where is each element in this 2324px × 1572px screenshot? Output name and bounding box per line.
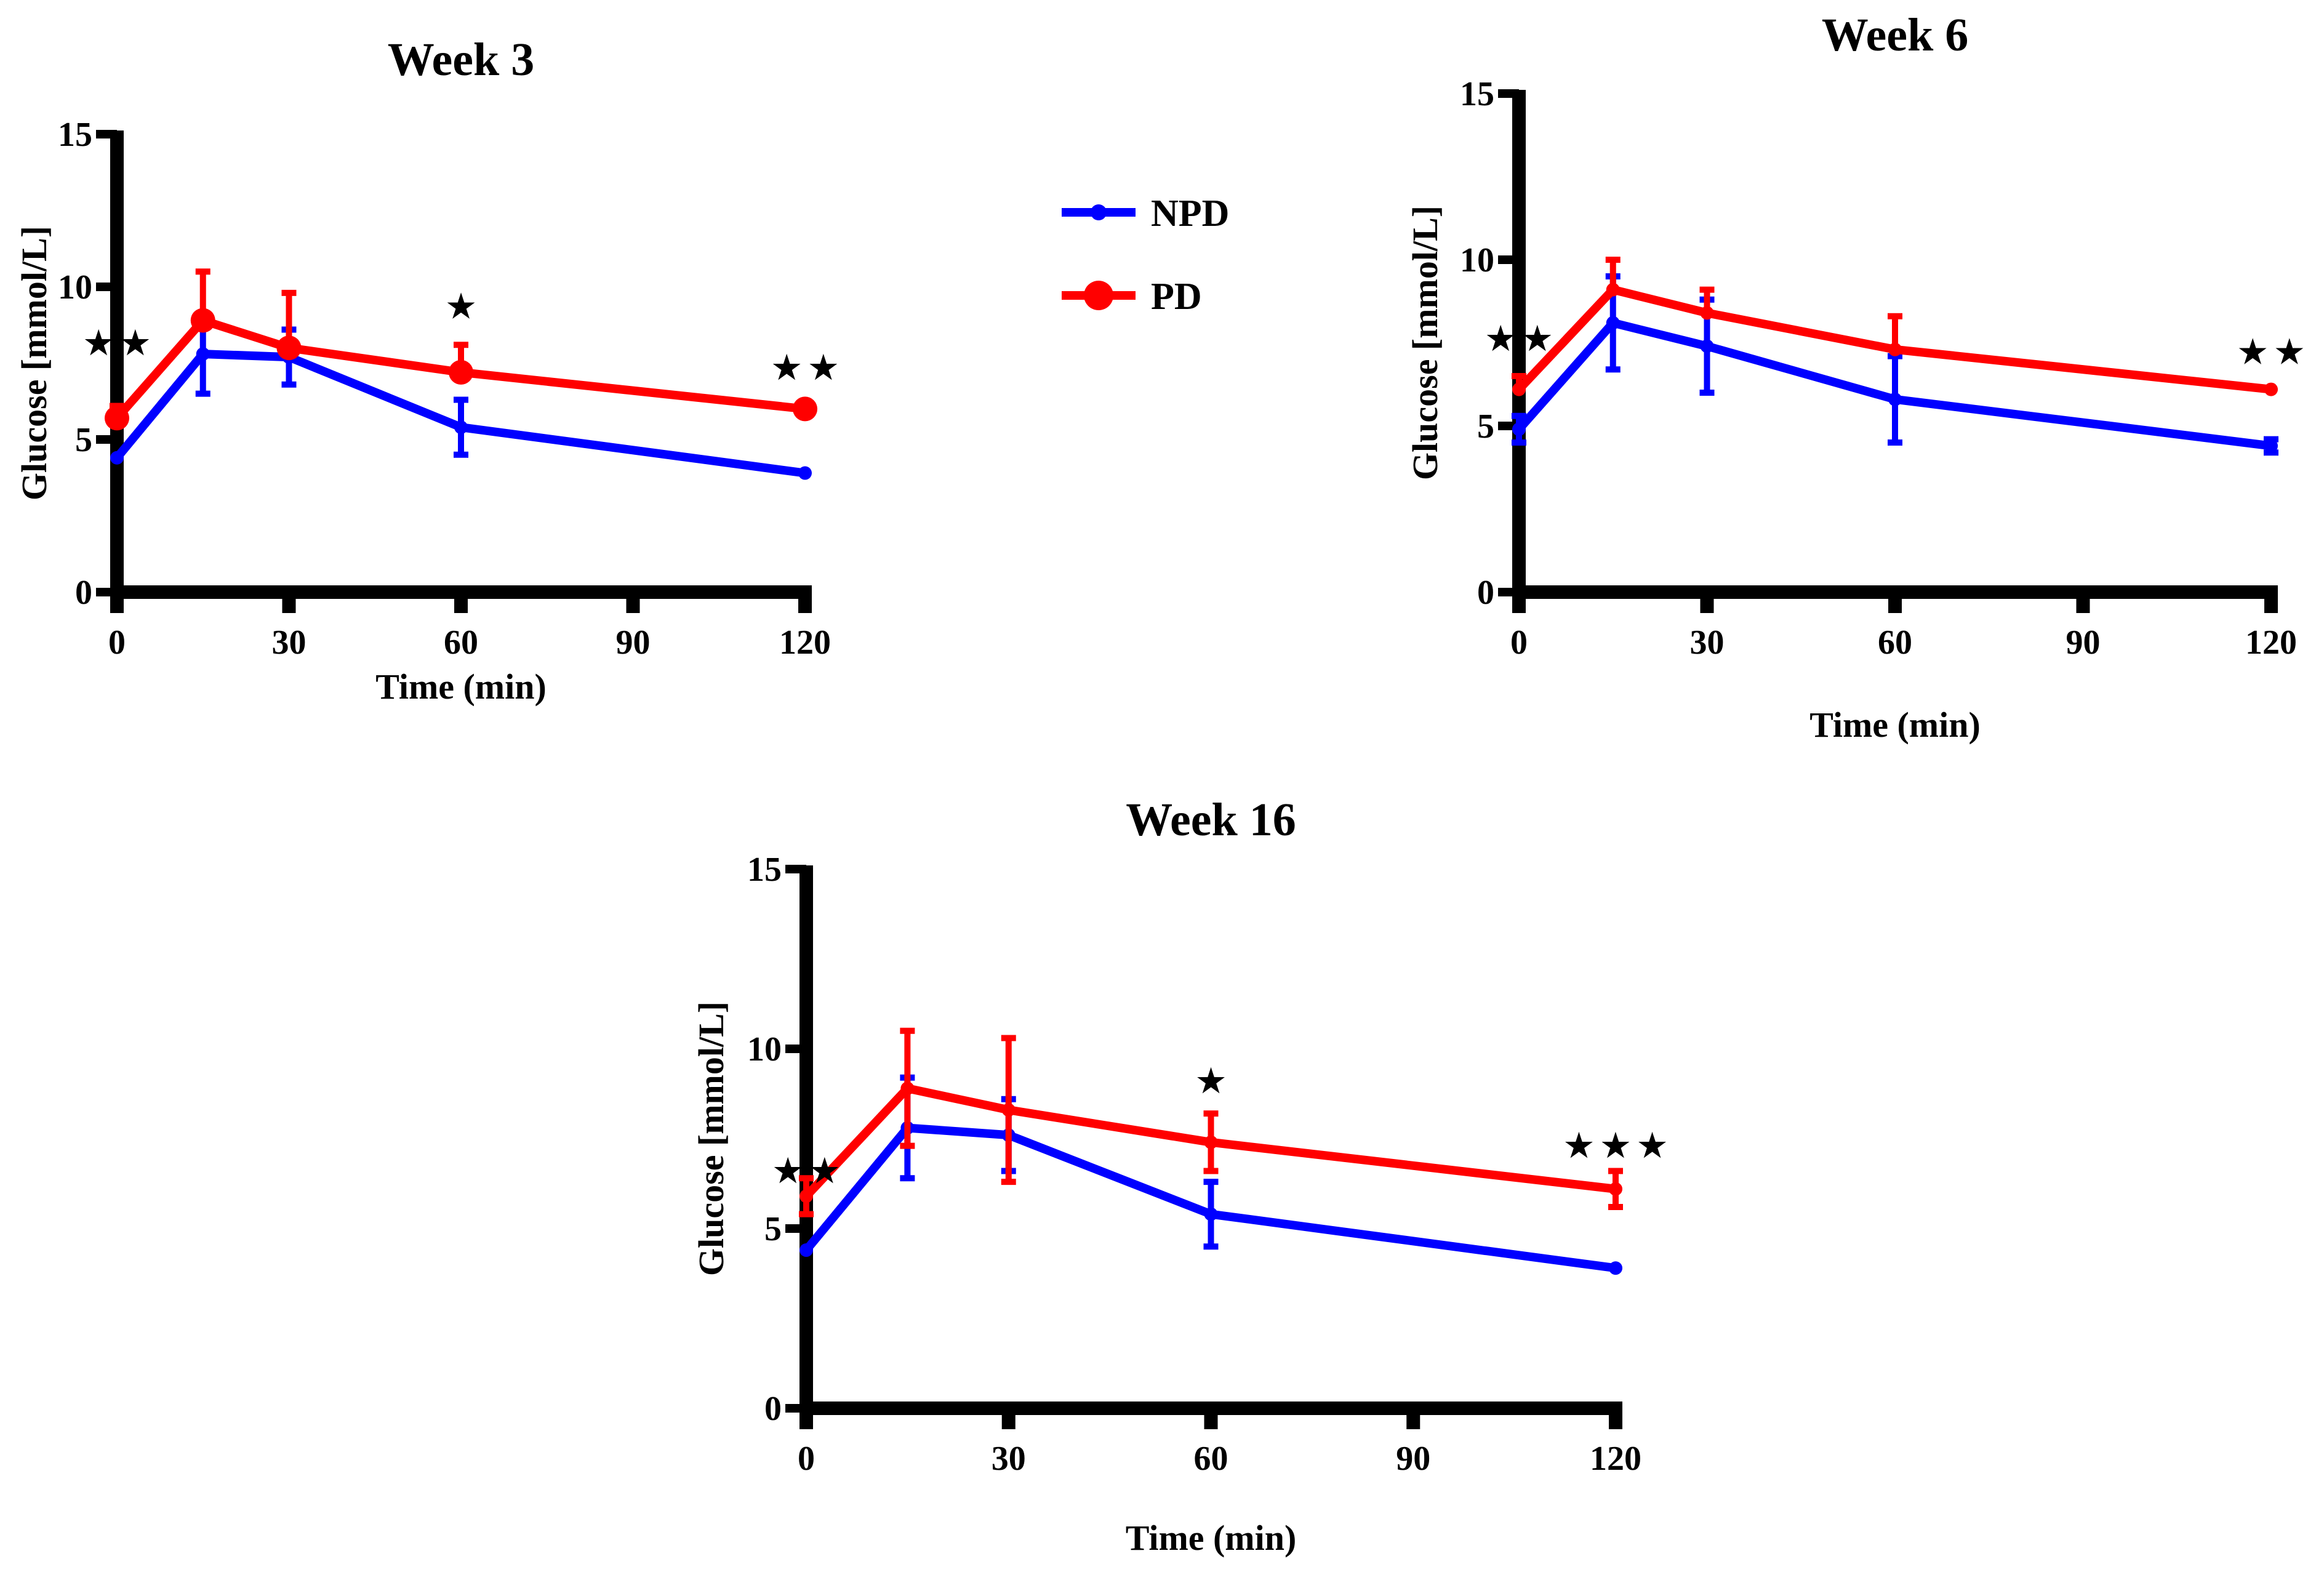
y-tick-label: 15 bbox=[1460, 75, 1494, 113]
x-tick-label: 60 bbox=[444, 624, 478, 662]
y-tick-label: 15 bbox=[58, 116, 92, 154]
data-point-pd bbox=[1204, 1135, 1218, 1149]
y-axis-label: Glucose [mmol/L] bbox=[691, 1001, 731, 1276]
significance-marker: ★ ★ bbox=[84, 326, 150, 361]
data-point-pd bbox=[1700, 306, 1714, 320]
data-point-npd bbox=[798, 466, 812, 480]
data-point-pd bbox=[190, 308, 215, 333]
y-tick-label: 0 bbox=[1477, 574, 1494, 612]
data-point-pd bbox=[2264, 382, 2278, 396]
data-point-pd bbox=[105, 406, 129, 431]
chart-title: Week 3 bbox=[388, 34, 535, 86]
y-tick-label: 10 bbox=[58, 268, 92, 307]
y-tick-label: 5 bbox=[764, 1210, 782, 1248]
significance-marker: ★ ★ bbox=[774, 1154, 839, 1189]
data-point-npd bbox=[1512, 422, 1526, 436]
chart-week-3: Week 3 0 5 10 15 0 30 60 90 120 Time (min) Glucose … bbox=[14, 34, 838, 707]
data-point-npd bbox=[799, 1243, 813, 1257]
x-tick-label: 0 bbox=[108, 624, 126, 662]
x-tick-label: 60 bbox=[1194, 1440, 1228, 1478]
x-tick-label: 30 bbox=[1690, 624, 1725, 662]
data-point-npd bbox=[1606, 316, 1620, 330]
x-axis-label: Time (min) bbox=[375, 667, 547, 707]
data-point-pd bbox=[793, 396, 817, 422]
x-axis-label: Time (min) bbox=[1126, 1518, 1297, 1558]
x-tick-label: 30 bbox=[272, 624, 307, 662]
legend-item-pd: PD bbox=[1062, 276, 1202, 318]
chart-week-16: Week 16 0 5 10 15 0 30 60 90 120 Time (min) Glucose… bbox=[691, 794, 1667, 1558]
legend-label-npd: NPD bbox=[1151, 193, 1229, 235]
x-tick-label: 90 bbox=[1396, 1440, 1430, 1478]
legend-marker-pd bbox=[1084, 281, 1113, 310]
legend-marker-npd bbox=[1091, 204, 1107, 220]
data-point-pd bbox=[900, 1081, 915, 1096]
x-tick-label: 30 bbox=[992, 1440, 1026, 1478]
data-point-npd bbox=[454, 420, 468, 435]
data-point-npd bbox=[1609, 1261, 1622, 1275]
x-tick-label: 0 bbox=[798, 1440, 815, 1478]
series-pd bbox=[105, 268, 817, 431]
significance-marker: ★ ★ bbox=[2238, 335, 2304, 370]
chart-title: Week 16 bbox=[1126, 794, 1296, 846]
significance-marker: ★ ★ bbox=[1486, 322, 1552, 357]
data-point-pd bbox=[1606, 283, 1620, 297]
x-tick-label: 120 bbox=[1590, 1440, 1641, 1478]
x-tick-label: 0 bbox=[1510, 624, 1528, 662]
x-tick-label: 60 bbox=[1878, 624, 1912, 662]
y-tick-label: 10 bbox=[1460, 241, 1494, 279]
legend-item-npd: NPD bbox=[1062, 193, 1229, 235]
x-tick-label: 120 bbox=[2245, 624, 2297, 662]
significance-marker: ★ ★ bbox=[772, 351, 838, 386]
data-point-pd bbox=[1001, 1103, 1016, 1117]
data-point-pd bbox=[276, 335, 302, 361]
series-pd bbox=[1512, 257, 2278, 396]
legend-label-pd: PD bbox=[1151, 276, 1202, 318]
y-tick-label: 10 bbox=[747, 1030, 782, 1069]
y-axis-label: Glucose [mmol/L] bbox=[1405, 206, 1445, 480]
y-tick-label: 5 bbox=[1477, 407, 1494, 446]
y-tick-label: 0 bbox=[75, 574, 92, 612]
data-point-npd bbox=[110, 451, 124, 465]
data-point-npd bbox=[2264, 439, 2278, 453]
data-point-npd bbox=[1204, 1207, 1218, 1221]
y-axis-label: Glucose [mmol/L] bbox=[14, 226, 54, 500]
significance-marker: ★ bbox=[447, 290, 476, 325]
x-tick-label: 90 bbox=[616, 624, 651, 662]
series-npd bbox=[1512, 273, 2278, 456]
chart-week-6: Week 6 0 5 10 15 0 30 60 90 120 Time (min) Glucose … bbox=[1405, 9, 2304, 745]
x-axis-label: Time (min) bbox=[1809, 705, 1981, 745]
y-tick-label: 5 bbox=[75, 421, 92, 459]
y-tick-label: 15 bbox=[747, 851, 782, 889]
significance-marker: ★ bbox=[1196, 1064, 1225, 1099]
y-tick-label: 0 bbox=[764, 1390, 782, 1428]
series-pd bbox=[799, 1027, 1623, 1217]
data-point-npd bbox=[1700, 339, 1714, 353]
data-point-pd bbox=[1609, 1182, 1622, 1196]
x-tick-label: 120 bbox=[779, 624, 831, 662]
chart-title: Week 6 bbox=[1822, 9, 1969, 61]
data-point-pd bbox=[1512, 382, 1526, 396]
data-point-npd bbox=[1888, 392, 1902, 406]
data-point-pd bbox=[799, 1189, 813, 1203]
data-point-pd bbox=[1888, 342, 1902, 356]
legend: NPD PD bbox=[1062, 193, 1229, 318]
data-point-npd bbox=[196, 347, 210, 361]
x-tick-label: 90 bbox=[2066, 624, 2101, 662]
data-point-pd bbox=[449, 359, 473, 385]
significance-marker: ★ ★ ★ bbox=[1565, 1129, 1667, 1164]
